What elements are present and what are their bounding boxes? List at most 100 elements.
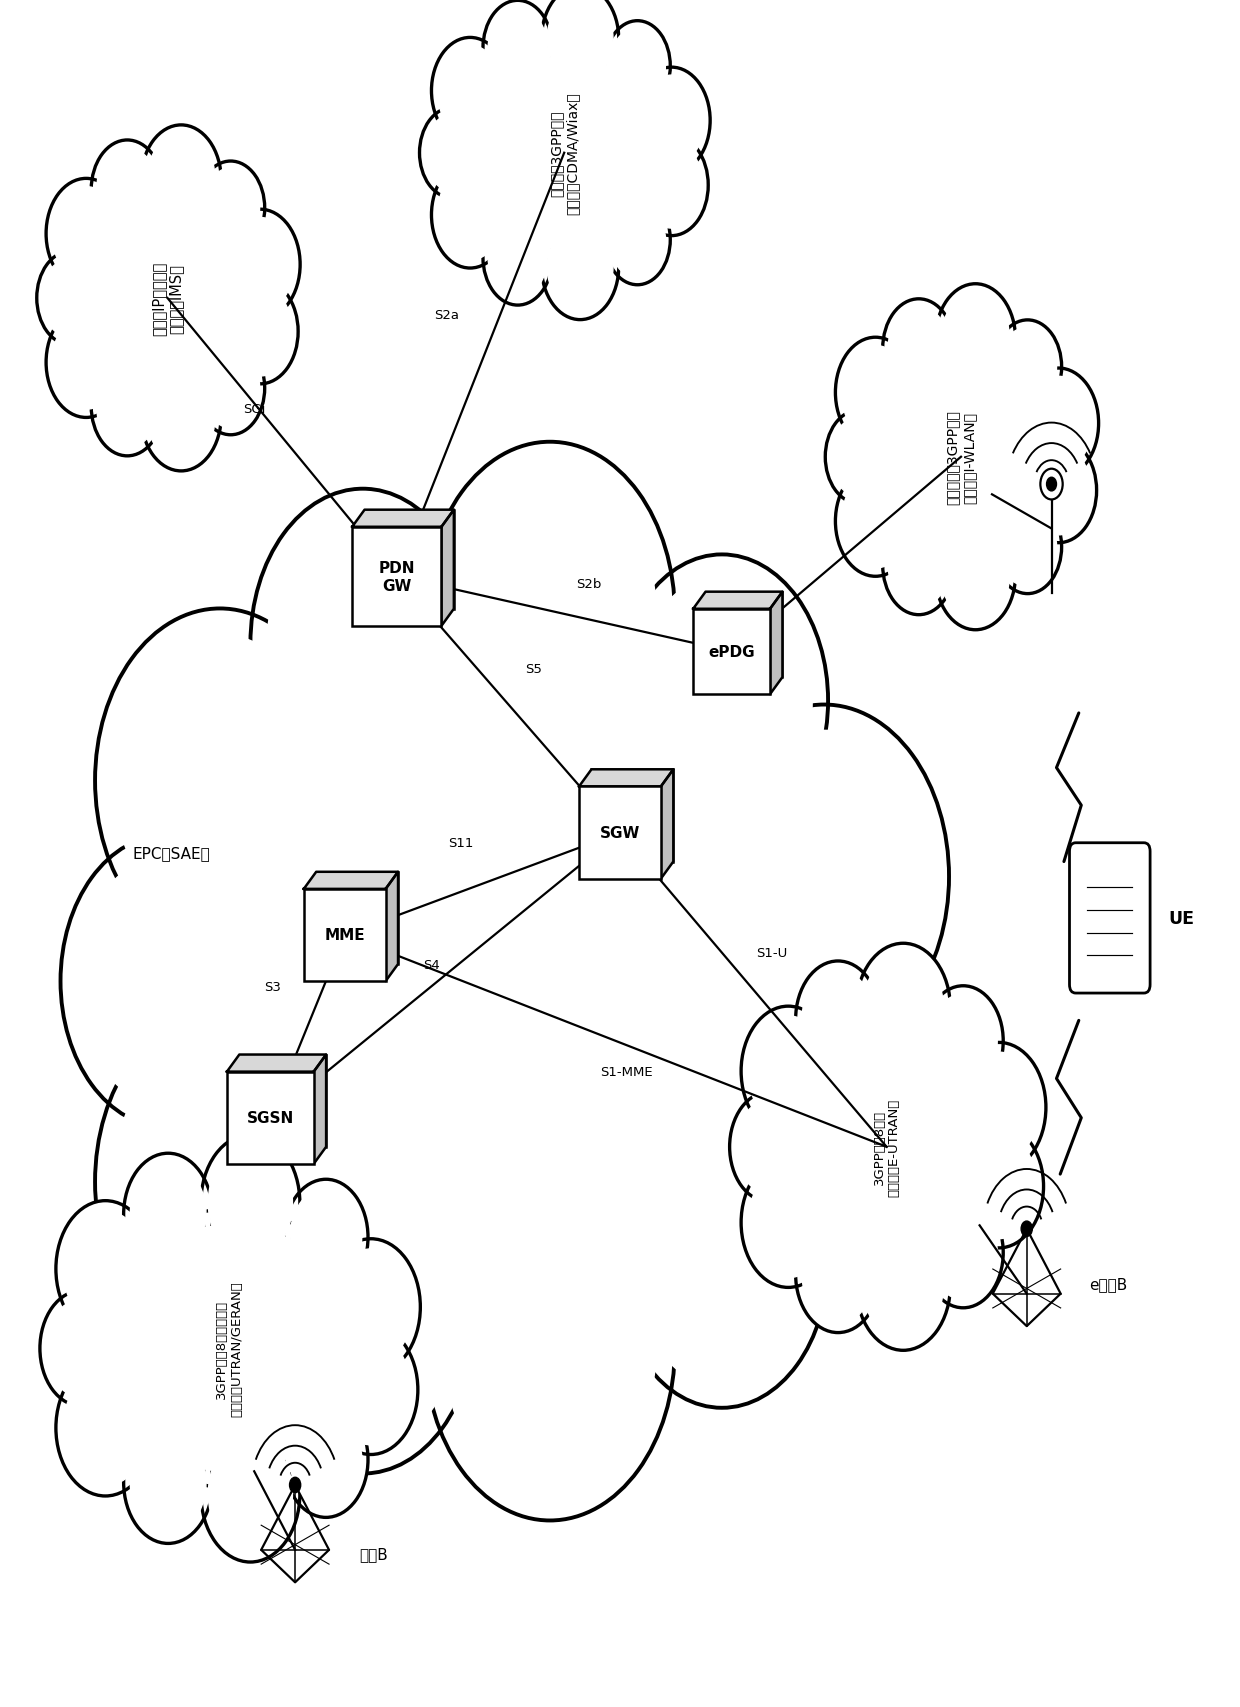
Circle shape (331, 1335, 410, 1444)
Circle shape (95, 1011, 345, 1354)
Text: S3: S3 (264, 980, 281, 993)
Circle shape (52, 188, 120, 282)
Circle shape (863, 1231, 944, 1340)
Circle shape (425, 1176, 675, 1521)
Circle shape (482, 210, 553, 306)
Circle shape (961, 1133, 1037, 1239)
Text: SGi: SGi (243, 403, 265, 417)
Circle shape (63, 1212, 148, 1326)
Text: 3GPP版本8之前的接入
（例如，UTRAN/GERAN）: 3GPP版本8之前的接入 （例如，UTRAN/GERAN） (216, 1280, 243, 1417)
Circle shape (42, 259, 99, 338)
Circle shape (46, 307, 126, 418)
Circle shape (46, 1299, 118, 1398)
Circle shape (97, 365, 157, 449)
Circle shape (268, 512, 459, 775)
Circle shape (222, 280, 298, 384)
Circle shape (547, 222, 613, 312)
Polygon shape (770, 592, 782, 695)
Circle shape (40, 1290, 124, 1407)
Circle shape (432, 162, 508, 270)
Circle shape (197, 341, 264, 435)
Circle shape (46, 179, 126, 290)
Circle shape (883, 516, 955, 615)
Circle shape (542, 213, 619, 321)
Circle shape (826, 411, 893, 504)
Circle shape (888, 307, 950, 391)
Circle shape (444, 468, 656, 761)
Ellipse shape (82, 198, 253, 399)
Circle shape (723, 947, 925, 1226)
Circle shape (1027, 447, 1091, 536)
Circle shape (141, 362, 221, 471)
Ellipse shape (870, 357, 1052, 558)
Circle shape (95, 609, 345, 953)
Ellipse shape (465, 56, 663, 251)
Circle shape (640, 143, 703, 229)
Circle shape (883, 300, 955, 399)
Circle shape (324, 1325, 418, 1454)
Circle shape (37, 253, 105, 345)
Polygon shape (352, 510, 454, 527)
Circle shape (201, 1135, 300, 1272)
Text: PDN
GW: PDN GW (378, 562, 415, 592)
Circle shape (114, 635, 326, 927)
Circle shape (208, 1145, 293, 1261)
Circle shape (742, 1007, 836, 1137)
Circle shape (802, 1226, 874, 1325)
Ellipse shape (206, 669, 799, 1294)
Circle shape (124, 1420, 213, 1543)
Circle shape (923, 987, 1003, 1096)
Text: SGSN: SGSN (247, 1111, 294, 1125)
Text: 3GPP版本8接入
（例如，E-UTRAN）: 3GPP版本8接入 （例如，E-UTRAN） (873, 1098, 900, 1197)
Text: UE: UE (1168, 910, 1194, 927)
Circle shape (863, 954, 944, 1063)
Circle shape (290, 1410, 362, 1509)
Circle shape (1047, 478, 1056, 492)
FancyBboxPatch shape (227, 1072, 314, 1164)
Circle shape (951, 1043, 1045, 1173)
Circle shape (856, 1221, 950, 1350)
Circle shape (226, 218, 294, 312)
Circle shape (268, 1188, 459, 1451)
Text: S1-MME: S1-MME (600, 1065, 652, 1079)
Circle shape (208, 1436, 293, 1552)
Circle shape (438, 171, 503, 261)
Circle shape (482, 2, 553, 97)
FancyBboxPatch shape (304, 889, 386, 982)
Polygon shape (386, 872, 398, 982)
Circle shape (284, 1401, 368, 1518)
Polygon shape (579, 770, 673, 787)
Ellipse shape (784, 1029, 990, 1265)
Circle shape (718, 731, 930, 1022)
Circle shape (639, 77, 704, 167)
Circle shape (250, 1164, 475, 1473)
Circle shape (959, 1053, 1039, 1162)
Circle shape (941, 529, 1009, 621)
Circle shape (836, 466, 915, 577)
Circle shape (842, 475, 909, 568)
Circle shape (616, 1116, 828, 1408)
Polygon shape (693, 592, 782, 609)
Text: 运营商IP服务网络
（例如，IMS）: 运营商IP服务网络 （例如，IMS） (151, 261, 184, 336)
Circle shape (748, 1016, 828, 1127)
Circle shape (92, 357, 164, 456)
Circle shape (284, 1180, 368, 1296)
Circle shape (197, 162, 264, 256)
Circle shape (605, 22, 671, 113)
Circle shape (228, 288, 293, 377)
Circle shape (202, 169, 259, 249)
Circle shape (1018, 369, 1099, 480)
Circle shape (742, 1157, 836, 1287)
Ellipse shape (455, 44, 673, 263)
Text: 节点B: 节点B (360, 1547, 388, 1560)
Ellipse shape (175, 632, 830, 1331)
Circle shape (1024, 377, 1092, 471)
Circle shape (547, 0, 613, 85)
Circle shape (631, 1137, 812, 1386)
Circle shape (489, 217, 547, 299)
Circle shape (929, 995, 997, 1087)
Ellipse shape (73, 186, 262, 411)
Circle shape (56, 1360, 155, 1495)
Circle shape (993, 321, 1061, 415)
Circle shape (923, 1198, 1003, 1308)
